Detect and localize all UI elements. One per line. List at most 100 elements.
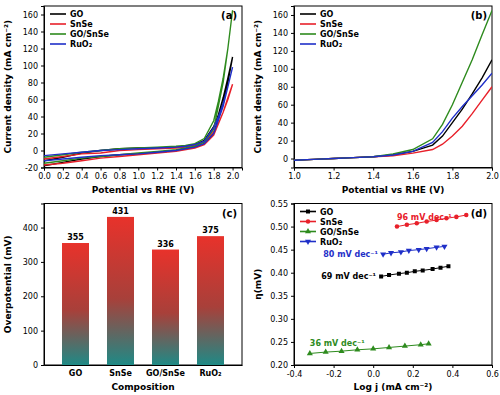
y-tick-mark [291,296,294,297]
legend-label: RuO₂ [70,40,93,49]
y-tick: 20 [28,130,44,139]
legend-label: SnSe [70,20,93,29]
data-point [402,343,408,348]
x-tick: 0.6 [95,168,108,182]
x-tick-label: 0.6 [486,370,499,379]
y-tick-label: 0.20 [270,361,288,370]
y-axis-title: η(mV) [253,269,263,300]
legend-item: GO [300,208,334,217]
x-tick: 0.4 [447,365,460,379]
y-tick-mark [41,296,44,297]
data-point [380,253,386,258]
data-point [397,272,401,276]
data-label: 431 [112,207,129,216]
data-point [446,264,450,268]
data-point [307,350,313,355]
data-point [418,341,424,346]
series-line [381,266,448,276]
plot-area [294,10,492,160]
data-point [405,271,409,275]
y-tick: 120 [273,47,294,56]
y-tick-mark [41,32,44,33]
y-tick: 160 [23,11,44,20]
panel-label: (d) [471,208,487,219]
x-tick-label: 0.2 [57,172,70,181]
panel: GOSnSeGO/SnSeRuO₂01002003004003554313363… [3,204,243,393]
legend-label: GO/SnSe [320,228,360,237]
data-point [454,215,459,220]
y-tick-mark [41,15,44,16]
data-point [388,251,394,256]
legend-swatch [300,13,316,15]
x-tick-mark [63,168,64,171]
x-tick-mark [138,168,139,171]
x-tick: 1.4 [367,168,380,182]
x-tick-label: 1.6 [407,172,420,181]
y-tick-mark [291,123,294,124]
x-axis-line [45,365,243,366]
y-tick-mark [291,250,294,251]
x-tick-mark [413,168,414,171]
x-tick-label: -0.4 [287,370,303,379]
annotation: 96 mV dec⁻¹ [397,213,452,222]
y-axis: 0.200.250.300.350.400.450.500.55 [270,200,294,371]
y-tick-label: 140 [273,29,288,38]
y-tick-mark [41,100,44,101]
y-tick-mark [41,117,44,118]
y-tick-mark [291,33,294,34]
data-point [379,274,383,278]
series-line [294,73,492,160]
x-axis-line [295,168,493,171]
bar [62,243,89,365]
y-axis-line [291,7,295,169]
panel: 1.01.21.41.61.82.0020406080100120140160G… [253,6,499,195]
plot-area [44,10,233,166]
legend-item: SnSe [300,218,343,227]
y-tick-label: 0.45 [270,246,288,255]
y-tick-label: 0 [283,155,288,164]
x-tick: 1.8 [447,168,460,182]
y-tick-mark [41,331,44,332]
series-line [294,10,492,160]
x-tick-mark [176,168,177,171]
x-tick-label: 1.2 [328,172,341,181]
y-tick: 0.40 [270,269,294,278]
y-tick: 100 [23,327,44,336]
x-tick: 2.0 [227,168,240,182]
x-tick: 1.8 [208,168,221,182]
y-tick: 0.30 [270,315,294,324]
legend-swatch [300,43,316,45]
y-tick: 60 [28,96,44,105]
y-tick-mark [41,83,44,84]
bar [152,250,179,365]
legend-label: GO/SnSe [70,30,110,39]
y-tick: 400 [23,224,44,233]
y-tick: 20 [278,137,294,146]
x-axis-title: Composition [111,382,174,392]
x-tick: 2.0 [486,168,499,182]
series-line [294,60,492,160]
bar [197,236,224,365]
legend-item: GO/SnSe [50,30,110,39]
panel-label: (c) [222,208,237,219]
x-tick-mark [492,365,493,368]
y-tick-mark [41,365,44,366]
y-axis: 020406080100120140160 [273,7,295,169]
y-tick-mark [291,319,294,320]
plot-area [307,213,469,355]
y-axis: -20020406080100120140160 [23,7,45,173]
x-tick: SnSe [109,369,132,378]
y-tick-mark [291,87,294,88]
x-tick-mark [101,168,102,171]
x-tick-mark [413,365,414,368]
x-tick: 0.0 [367,365,380,379]
y-tick-label: 0 [33,147,38,156]
series-line [44,57,233,166]
data-point [416,248,422,253]
y-tick-label: 0.25 [270,338,288,347]
y-tick-label: 60 [28,96,38,105]
y-tick: 140 [23,28,44,37]
legend-item: RuO₂ [300,238,343,247]
x-tick: 1.2 [328,168,341,182]
x-axis: 0.00.20.40.60.81.01.21.41.61.82.0 [38,168,242,182]
